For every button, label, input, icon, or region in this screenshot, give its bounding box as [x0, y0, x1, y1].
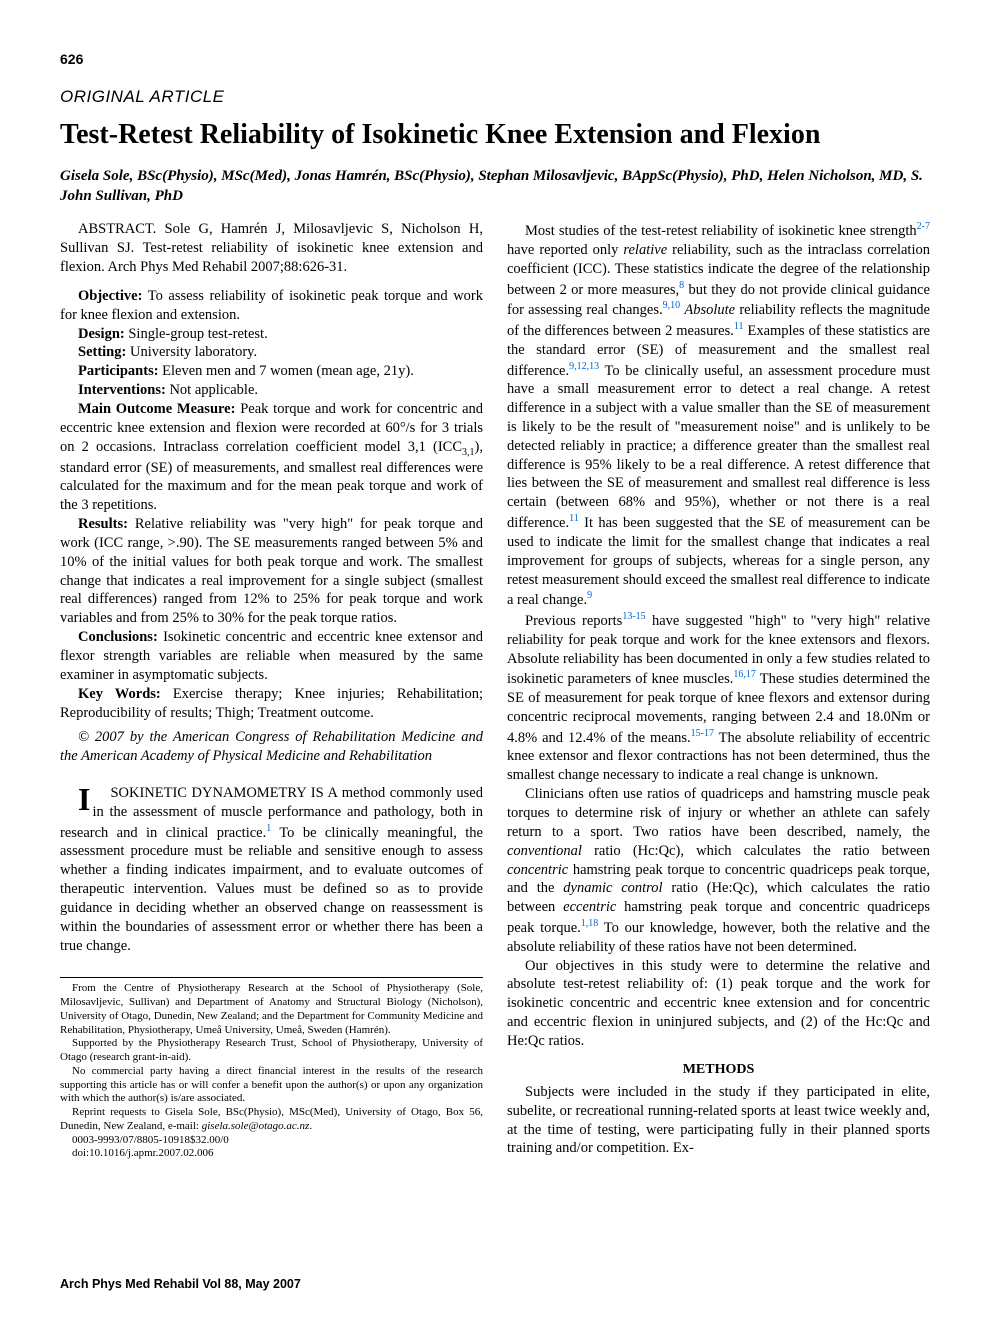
p3a: Previous reports	[525, 613, 622, 629]
ref-9-12-13[interactable]: 9,12,13	[569, 361, 599, 372]
ref-1-18[interactable]: 1,18	[581, 918, 599, 929]
ref-2-7[interactable]: 2-7	[917, 221, 930, 232]
two-column-body: ABSTRACT. Sole G, Hamrén J, Milosavljevi…	[60, 220, 930, 1161]
outcome-label: Main Outcome Measure:	[78, 401, 235, 417]
abstract-keywords: Key Words: Exercise therapy; Knee injuri…	[60, 685, 483, 723]
footnotes-block: From the Centre of Physiotherapy Researc…	[60, 977, 483, 1161]
concentric-italic: concentric	[507, 862, 568, 878]
article-title: Test-Retest Reliability of Isokinetic Kn…	[60, 118, 930, 152]
design-text: Single-group test-retest.	[125, 326, 268, 342]
p1b: To be clinically meaningful, the assessm…	[60, 825, 483, 954]
intro-para-4: Clinicians often use ratios of quadricep…	[507, 785, 930, 956]
footnote-affiliation: From the Centre of Physiotherapy Researc…	[60, 982, 483, 1037]
p4a: Clinicians often use ratios of quadricep…	[507, 786, 930, 840]
ref-16-17[interactable]: 16,17	[733, 669, 756, 680]
interventions-text: Not applicable.	[166, 382, 258, 398]
ref-13-15[interactable]: 13-15	[622, 611, 645, 622]
icc-subscript: 3,1	[462, 447, 475, 458]
abstract-citation: ABSTRACT. Sole G, Hamrén J, Milosavljevi…	[60, 220, 483, 277]
intro-para-3: Previous reports13-15 have suggested "hi…	[507, 610, 930, 785]
participants-label: Participants:	[78, 363, 159, 379]
footnote-doi: doi:10.1016/j.apmr.2007.02.006	[60, 1147, 483, 1161]
page-number: 626	[60, 50, 930, 68]
abstract-participants: Participants: Eleven men and 7 women (me…	[60, 362, 483, 381]
results-text: Relative reliability was "very high" for…	[60, 516, 483, 626]
article-type: ORIGINAL ARTICLE	[60, 86, 930, 108]
p2i: It has been suggested that the SE of mea…	[507, 515, 930, 608]
intro-para-2: Most studies of the test-retest reliabil…	[507, 220, 930, 610]
abstract-interventions: Interventions: Not applicable.	[60, 381, 483, 400]
dropcap-I: I	[60, 784, 92, 814]
ref-9-10[interactable]: 9,10	[663, 300, 681, 311]
abstract-results: Results: Relative reliability was "very …	[60, 515, 483, 628]
ref-11a[interactable]: 11	[734, 321, 744, 332]
participants-text: Eleven men and 7 women (mean age, 21y).	[159, 363, 414, 379]
reprint-text-b: .	[309, 1120, 312, 1132]
dynamic-italic: dynamic control	[563, 880, 662, 896]
ref-9[interactable]: 9	[587, 590, 592, 601]
methods-heading: METHODS	[507, 1061, 930, 1079]
setting-text: University laboratory.	[126, 344, 257, 360]
intro-para-1: ISOKINETIC DYNAMOMETRY IS A method commo…	[60, 784, 483, 955]
copyright: © 2007 by the American Congress of Rehab…	[60, 728, 483, 766]
reprint-email[interactable]: gisela.sole@otago.ac.nz	[202, 1120, 310, 1132]
ref-15-17[interactable]: 15-17	[691, 728, 714, 739]
interventions-label: Interventions:	[78, 382, 166, 398]
methods-para-1: Subjects were included in the study if t…	[507, 1083, 930, 1158]
p4b: ratio (Hc:Qc), which calculates the rati…	[582, 843, 930, 859]
results-label: Results:	[78, 516, 128, 532]
page-footer: Arch Phys Med Rehabil Vol 88, May 2007	[60, 1276, 301, 1292]
footnote-reprint: Reprint requests to Gisela Sole, BSc(Phy…	[60, 1106, 483, 1134]
abstract-design: Design: Single-group test-retest.	[60, 325, 483, 344]
objective-label: Objective:	[78, 288, 142, 304]
author-list: Gisela Sole, BSc(Physio), MSc(Med), Jona…	[60, 166, 930, 207]
abstract-conclusions: Conclusions: Isokinetic concentric and e…	[60, 628, 483, 685]
footnote-conflict: No commercial party having a direct fina…	[60, 1065, 483, 1106]
setting-label: Setting:	[78, 344, 126, 360]
keywords-label: Key Words:	[78, 686, 161, 702]
abstract-objective: Objective: To assess reliability of isok…	[60, 287, 483, 325]
conventional-italic: conventional	[507, 843, 582, 859]
footnote-support: Supported by the Physiotherapy Research …	[60, 1037, 483, 1065]
p2a: Most studies of the test-retest reliabil…	[525, 223, 917, 239]
abstract-setting: Setting: University laboratory.	[60, 343, 483, 362]
p2h: To be clinically useful, an assessment p…	[507, 362, 930, 531]
p2b: have reported only	[507, 242, 623, 258]
ref-11b[interactable]: 11	[569, 513, 579, 524]
conclusions-label: Conclusions:	[78, 629, 158, 645]
abstract-outcome: Main Outcome Measure: Peak torque and wo…	[60, 400, 483, 515]
intro-para-5: Our objectives in this study were to det…	[507, 957, 930, 1051]
eccentric-italic: eccentric	[563, 899, 616, 915]
design-label: Design:	[78, 326, 125, 342]
absolute-italic: Absolute	[684, 302, 735, 318]
relative-italic: relative	[623, 242, 667, 258]
footnote-issn: 0003-9993/07/8805-10918$32.00/0	[60, 1134, 483, 1148]
